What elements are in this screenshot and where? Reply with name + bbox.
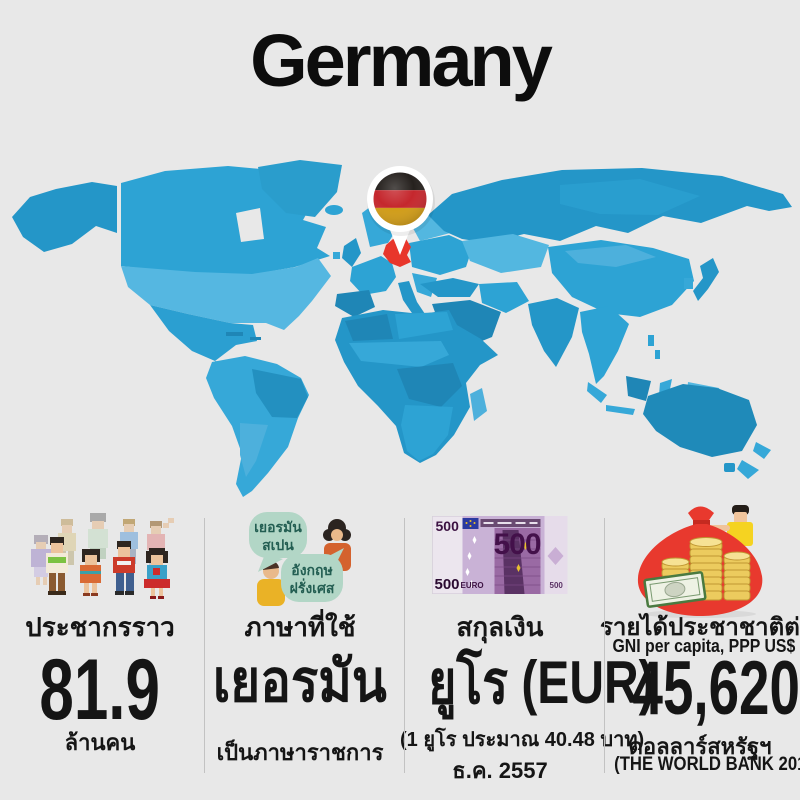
- stat-language: เยอรมัน สเปน อังกฤษ ฝรั่งเศส ภาษาที่ใช้ …: [200, 503, 400, 800]
- svg-text:500: 500: [494, 528, 541, 561]
- svg-text:500: 500: [436, 518, 460, 534]
- svg-text:EURO: EURO: [461, 581, 484, 590]
- crowd-pixel-people-icon: [25, 511, 175, 608]
- continent-oceania: [643, 384, 771, 479]
- income-sublabel: GNI per capita, PPP US$: [612, 636, 796, 656]
- stat-income: รายได้ประชาชาติต่อหัว GNI per capita, PP…: [600, 503, 800, 800]
- continent-africa: [335, 310, 498, 463]
- language-label: ภาษาที่ใช้: [244, 612, 356, 642]
- stat-population: ประชากรราว 81.9 ล้านคน: [0, 503, 200, 800]
- svg-text:500: 500: [435, 576, 460, 593]
- money-bag-icon: [630, 504, 770, 624]
- currency-value: ยูโร (EUR): [428, 649, 655, 716]
- stat-currency: 500 500 500 EURO 500 สกุลเงิน ยูโร (EUR)…: [400, 503, 655, 800]
- stats-row: ประชากรราว 81.9 ล้านคน: [0, 503, 800, 800]
- population-label: ประชากรราว: [25, 612, 175, 642]
- income-unit: ดอลลาร์สหรัฐฯ: [628, 734, 772, 759]
- currency-rate-date: ธ.ค. 2557: [452, 758, 548, 783]
- continent-asia: [420, 168, 792, 415]
- germany-highlight: [383, 239, 411, 267]
- income-value: 45,620: [632, 646, 800, 731]
- svg-text:อังกฤษ: อังกฤษ: [291, 562, 332, 578]
- gold-coins: [661, 537, 751, 601]
- continent-north-america: [12, 160, 342, 382]
- language-value: เยอรมัน: [213, 649, 387, 714]
- svg-text:ฝรั่งเศส: ฝรั่งเศส: [290, 578, 335, 596]
- svg-text:500: 500: [550, 581, 564, 590]
- income-label: รายได้ประชาชาติต่อหัว: [600, 614, 800, 641]
- svg-text:เยอรมัน: เยอรมัน: [254, 519, 302, 535]
- column-divider: [404, 518, 405, 773]
- currency-rate-note: (1 ยูโร ประมาณ 40.48 บาท): [400, 729, 645, 751]
- speech-bubble-1: เยอรมัน สเปน: [249, 512, 307, 572]
- euro-stars: [465, 536, 477, 588]
- continent-south-america: [206, 356, 309, 497]
- germany-flag-pin: [367, 166, 435, 255]
- currency-label: สกุลเงิน: [456, 612, 544, 642]
- dollar-banknote: [643, 571, 707, 608]
- income-source: (THE WORLD BANK 2013): [614, 754, 800, 775]
- world-map-svg: [12, 160, 792, 497]
- germany-flag-icon: [373, 172, 427, 226]
- column-divider: [604, 518, 605, 773]
- speech-bubbles-people-icon: เยอรมัน สเปน อังกฤษ ฝรั่งเศส: [225, 508, 375, 618]
- column-divider: [204, 518, 205, 773]
- speech-bubble-2: อังกฤษ ฝรั่งเศส: [281, 548, 344, 602]
- population-value: 81.9: [39, 642, 161, 738]
- page-title: Germany: [250, 19, 553, 102]
- world-map: [0, 155, 800, 500]
- svg-text:สเปน: สเปน: [262, 537, 294, 553]
- language-unit: เป็นภาษาราชการ: [216, 740, 384, 765]
- population-unit: ล้านคน: [64, 730, 136, 755]
- euro-banknote-icon: 500 500 500 EURO 500: [432, 515, 568, 599]
